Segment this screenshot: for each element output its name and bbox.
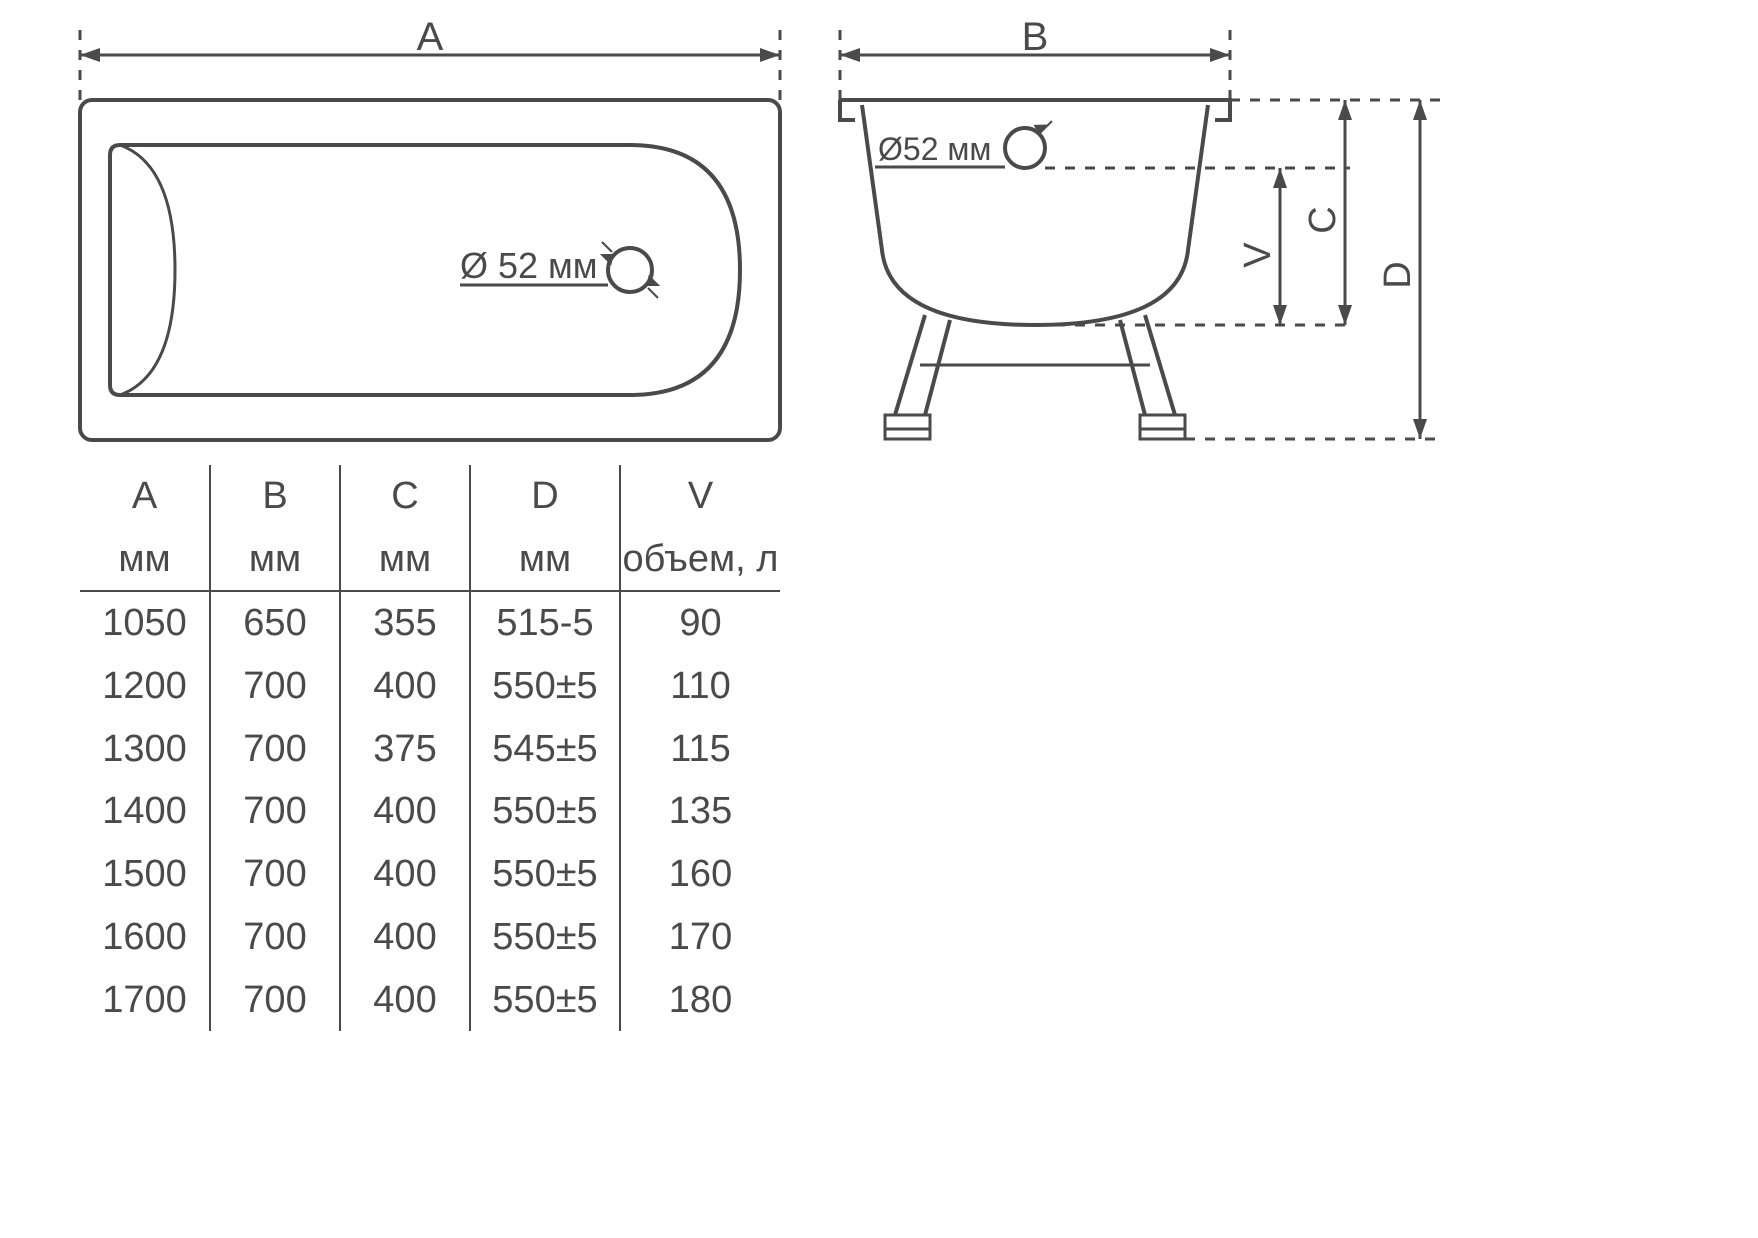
col-unit-V: объем, л bbox=[620, 528, 780, 592]
drain-label-top: Ø 52 мм bbox=[460, 245, 598, 286]
dim-a-label: A bbox=[417, 20, 444, 59]
table-row: 1200700400550±5110 bbox=[80, 655, 780, 718]
bathtub-top-view: A Ø 52 мм bbox=[60, 20, 820, 470]
table-row: 1700700400550±5180 bbox=[80, 969, 780, 1032]
dimensions-table: ABCDVммммммммобъем, л1050650355515-59012… bbox=[80, 465, 780, 1031]
col-unit-A: мм bbox=[80, 528, 210, 592]
col-unit-C: мм bbox=[340, 528, 470, 592]
dim-d-label: D bbox=[1377, 261, 1419, 288]
bathtub-side-view: B Ø52 мм V C bbox=[830, 20, 1470, 470]
table-row: 1300700375545±5115 bbox=[80, 718, 780, 781]
col-header-C: C bbox=[340, 465, 470, 528]
drain-label-side: Ø52 мм bbox=[878, 131, 991, 167]
table-row: 1500700400550±5160 bbox=[80, 843, 780, 906]
col-header-D: D bbox=[470, 465, 620, 528]
dim-c-label: C bbox=[1302, 206, 1344, 233]
table-row: 1600700400550±5170 bbox=[80, 906, 780, 969]
dim-v-label: V bbox=[1237, 242, 1279, 268]
dim-b-label: B bbox=[1022, 20, 1049, 59]
table-row: 1400700400550±5135 bbox=[80, 780, 780, 843]
col-header-A: A bbox=[80, 465, 210, 528]
col-unit-B: мм bbox=[210, 528, 340, 592]
col-header-V: V bbox=[620, 465, 780, 528]
col-unit-D: мм bbox=[470, 528, 620, 592]
col-header-B: B bbox=[210, 465, 340, 528]
table-row: 1050650355515-590 bbox=[80, 591, 780, 655]
